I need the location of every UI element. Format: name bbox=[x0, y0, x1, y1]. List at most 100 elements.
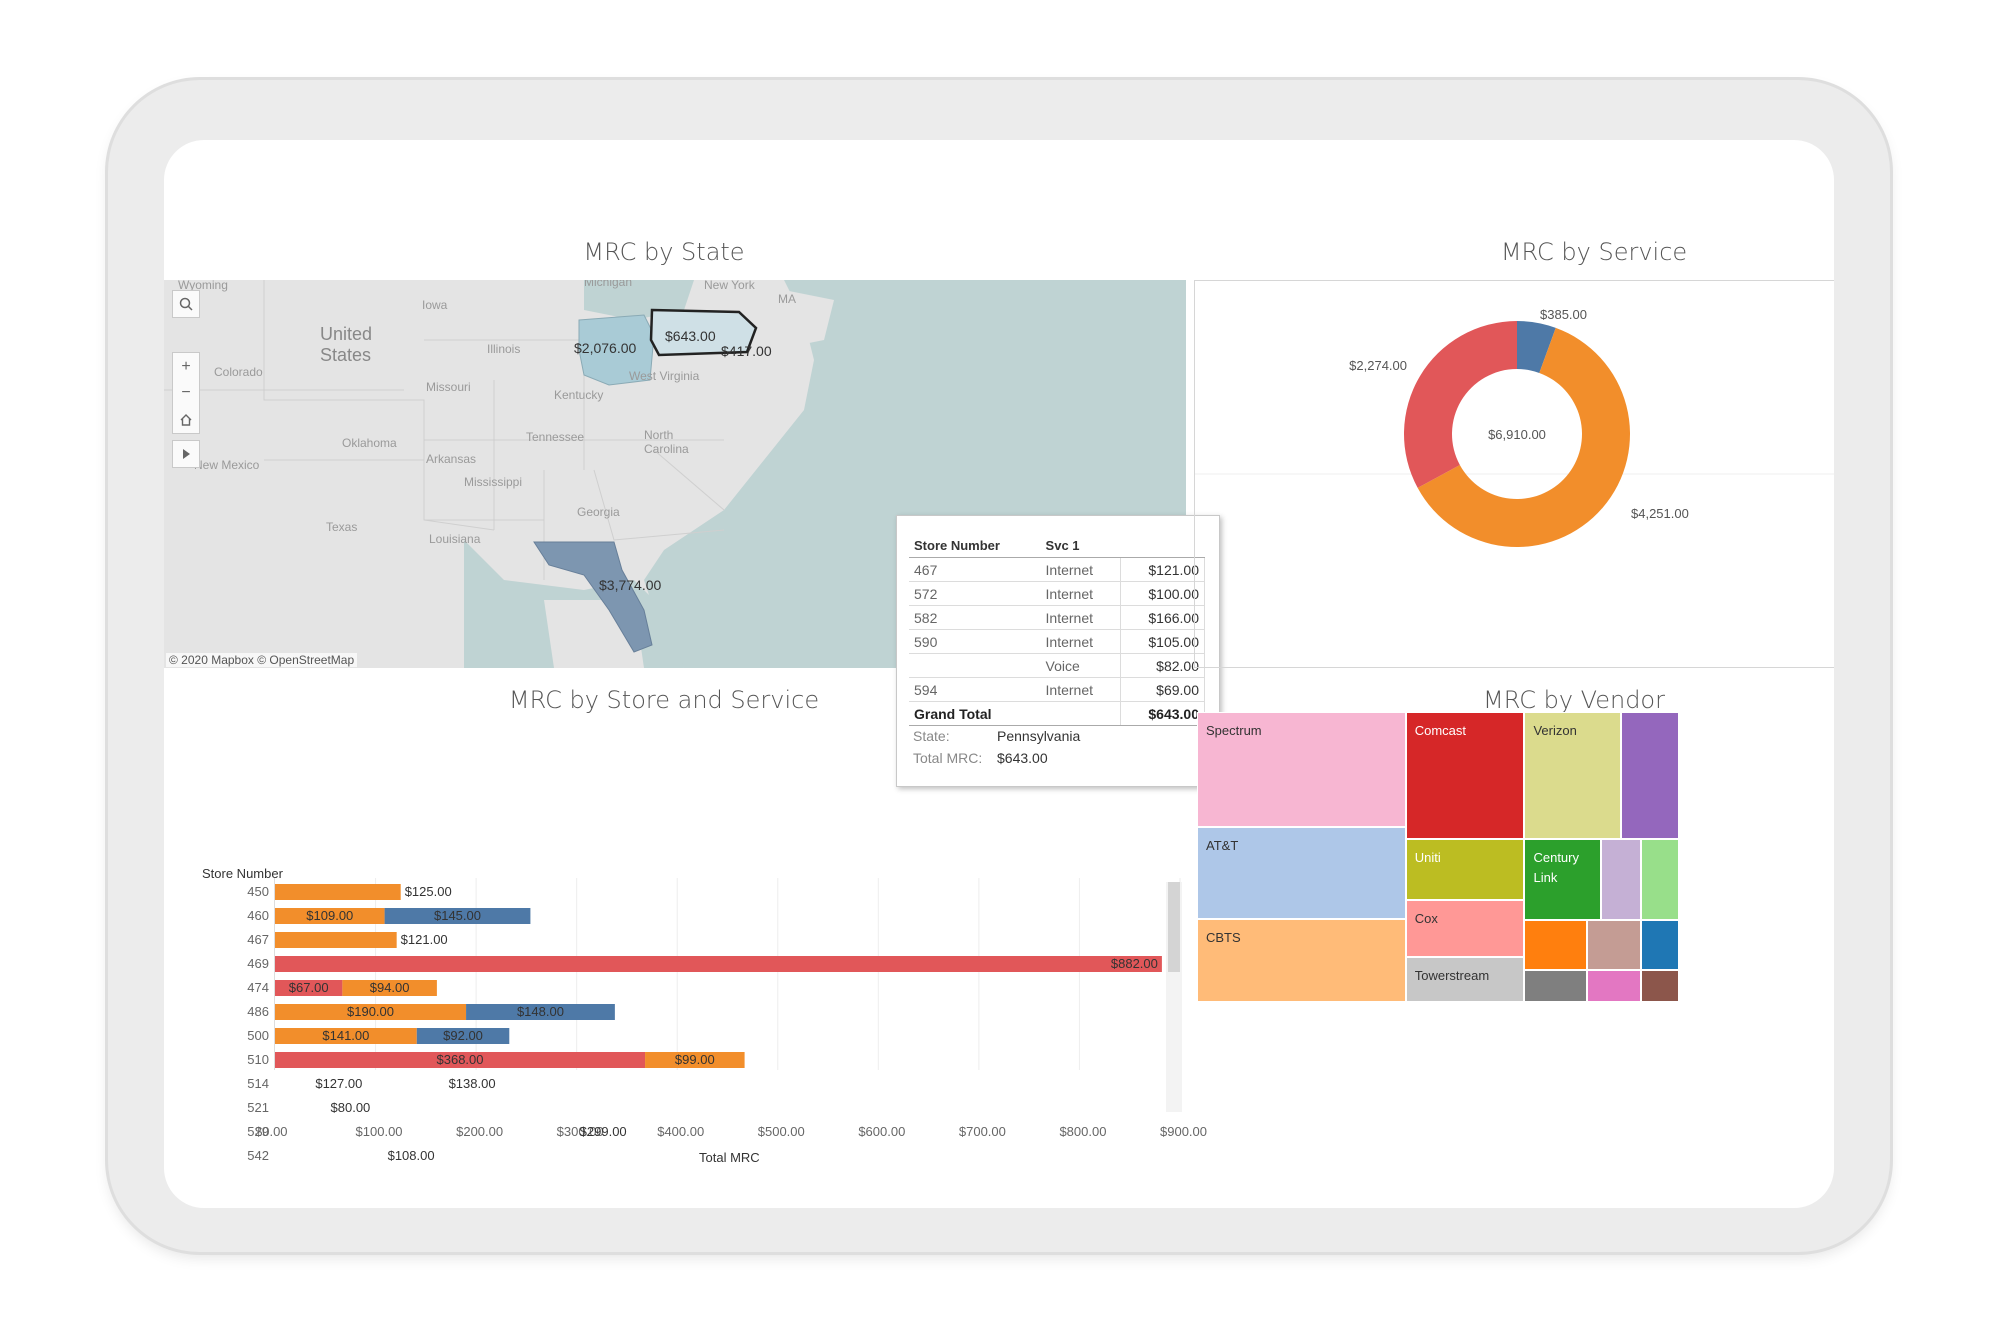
map-label: New York bbox=[704, 280, 755, 292]
bar-segment[interactable] bbox=[275, 1052, 646, 1068]
bar-segment[interactable] bbox=[275, 980, 343, 996]
amount-cell: $166.00 bbox=[1119, 605, 1206, 630]
donut-slice[interactable] bbox=[1517, 321, 1556, 373]
treemap-tile[interactable] bbox=[1640, 919, 1679, 970]
state-label: State: bbox=[913, 728, 950, 744]
donut-center-total: $6,910.00 bbox=[1488, 427, 1546, 442]
treemap-tile[interactable] bbox=[1621, 712, 1679, 840]
tooltip-header-svc: Svc 1 bbox=[1040, 534, 1121, 558]
bar-segment[interactable] bbox=[275, 884, 401, 900]
map-tooltip: Store Number Svc 1 467 Internet $121.00 57… bbox=[896, 515, 1220, 787]
map-label: Oklahoma bbox=[342, 436, 397, 450]
bar-value-label: $138.00 bbox=[448, 1076, 496, 1091]
treemap-tile[interactable]: Towerstream bbox=[1405, 957, 1525, 1003]
new-jersey-value[interactable]: $417.00 bbox=[721, 343, 772, 359]
tooltip-header-amount bbox=[1120, 534, 1205, 558]
search-icon bbox=[179, 297, 193, 311]
donut-slice[interactable] bbox=[1417, 327, 1630, 547]
bar-value-label: $141.00 bbox=[322, 1028, 370, 1043]
treemap-tile[interactable] bbox=[1524, 919, 1587, 970]
scrollbar-thumb[interactable] bbox=[1168, 882, 1180, 972]
map-play-button[interactable] bbox=[172, 440, 200, 468]
bar-segment[interactable] bbox=[384, 908, 531, 924]
ohio-value[interactable]: $2,076.00 bbox=[574, 340, 637, 356]
map-label: Arkansas bbox=[426, 452, 477, 466]
x-tick-label: $700.00 bbox=[958, 1124, 1006, 1139]
x-tick-label: $500.00 bbox=[757, 1124, 805, 1139]
bar-segment[interactable] bbox=[645, 1052, 745, 1068]
state-map-title: MRC by State bbox=[583, 238, 745, 266]
bar-segment[interactable] bbox=[416, 1028, 510, 1044]
amount-cell: $105.00 bbox=[1119, 629, 1206, 654]
bar-value-label: $108.00 bbox=[387, 1148, 435, 1163]
map-attribution[interactable]: © 2020 Mapbox © OpenStreetMap bbox=[166, 653, 358, 667]
map-label: MA bbox=[778, 292, 796, 306]
y-tick-label: 542 bbox=[247, 1148, 269, 1163]
treemap-tile[interactable] bbox=[1524, 969, 1587, 1003]
store-cell: 590 bbox=[909, 629, 1041, 654]
map-label: Iowa bbox=[422, 298, 448, 312]
treemap-tile[interactable]: Cox bbox=[1405, 899, 1525, 958]
pennsylvania-shape bbox=[649, 308, 758, 357]
bar-segment[interactable] bbox=[275, 1004, 467, 1020]
x-tick-label: $100.00 bbox=[355, 1124, 403, 1139]
bar-segment[interactable] bbox=[342, 980, 437, 996]
service-cell: Internet bbox=[1040, 557, 1121, 582]
service-cell: Internet bbox=[1040, 605, 1121, 630]
state-value: Pennsylvania bbox=[997, 728, 1081, 744]
treemap-tile[interactable]: Spectrum bbox=[1197, 712, 1406, 827]
store-service-chart: $0.00 $100.00 $200.00 $300.00 $400.00 $500.00… bbox=[164, 690, 1207, 1165]
map-label: New Mexico bbox=[194, 458, 260, 472]
map-search-button[interactable] bbox=[172, 290, 200, 318]
treemap-tile[interactable]: AT&T bbox=[1197, 826, 1406, 920]
bar-value-label: $368.00 bbox=[436, 1052, 484, 1067]
treemap-tile[interactable]: Comcast bbox=[1405, 712, 1525, 840]
treemap-tile[interactable] bbox=[1640, 839, 1679, 920]
bar-value-label: $99.00 bbox=[674, 1052, 715, 1067]
play-icon bbox=[183, 449, 190, 459]
map-label: Missouri bbox=[426, 380, 471, 394]
tooltip-row: 572 Internet $100.00 bbox=[909, 581, 1206, 606]
y-tick-label: 529 bbox=[247, 1124, 269, 1139]
bar-value-label: $125.00 bbox=[404, 884, 452, 899]
bar-value-label: $190.00 bbox=[347, 1004, 395, 1019]
treemap-tile[interactable] bbox=[1586, 919, 1641, 970]
bar-value-label: $145.00 bbox=[433, 908, 481, 923]
florida-value[interactable]: $3,774.00 bbox=[599, 577, 662, 593]
treemap-tile[interactable]: Century Link bbox=[1524, 839, 1601, 920]
y-tick-label: 467 bbox=[247, 932, 269, 947]
x-tick-label: $0.00 bbox=[255, 1124, 288, 1139]
treemap-tile[interactable]: Uniti bbox=[1405, 839, 1525, 900]
donut-slice[interactable] bbox=[1404, 321, 1517, 488]
bar-segment[interactable] bbox=[275, 932, 397, 948]
bar-plot-area[interactable] bbox=[164, 690, 1194, 1070]
zoom-out-button[interactable]: − bbox=[172, 379, 200, 407]
map-label: Tennessee bbox=[526, 430, 585, 444]
service-cell: Internet bbox=[1040, 629, 1121, 654]
map-label: Kentucky bbox=[554, 388, 604, 402]
bar-segment[interactable] bbox=[275, 1028, 417, 1044]
service-donut-chart[interactable]: $385.00 $4,251.00 $2,274.00 $6,910.00 bbox=[1195, 281, 1834, 667]
tooltip-total: Total MRC: $643.00 bbox=[913, 750, 1048, 766]
map-label: North Carolina bbox=[644, 428, 689, 456]
tooltip-row: 582 Internet $166.00 bbox=[909, 605, 1206, 630]
map-label: Illinois bbox=[487, 342, 521, 356]
bar-segment[interactable] bbox=[466, 1004, 615, 1020]
service-cell: Internet bbox=[1040, 581, 1121, 606]
treemap-tile[interactable]: Verizon bbox=[1524, 712, 1622, 840]
bar-segment[interactable] bbox=[275, 908, 385, 924]
zoom-in-button[interactable]: + bbox=[172, 352, 200, 380]
treemap-tile[interactable] bbox=[1586, 969, 1641, 1003]
store-cell bbox=[909, 653, 1041, 678]
treemap-tile[interactable]: CBTS bbox=[1197, 919, 1406, 1003]
tooltip-row: Voice $82.00 bbox=[909, 653, 1206, 678]
treemap-tile-label: Spectrum bbox=[1206, 723, 1262, 738]
map-home-button[interactable] bbox=[172, 406, 200, 434]
x-tick-label: $300.00 bbox=[556, 1124, 604, 1139]
bar-segment[interactable] bbox=[275, 956, 1162, 972]
service-donut-panel: $385.00 $4,251.00 $2,274.00 $6,910.00 bbox=[1194, 280, 1834, 668]
pennsylvania-value[interactable]: $643.00 bbox=[665, 328, 716, 344]
bar-chart-scrollbar[interactable] bbox=[1166, 882, 1182, 1112]
treemap-tile[interactable] bbox=[1640, 969, 1679, 1003]
treemap-tile[interactable] bbox=[1600, 839, 1641, 920]
